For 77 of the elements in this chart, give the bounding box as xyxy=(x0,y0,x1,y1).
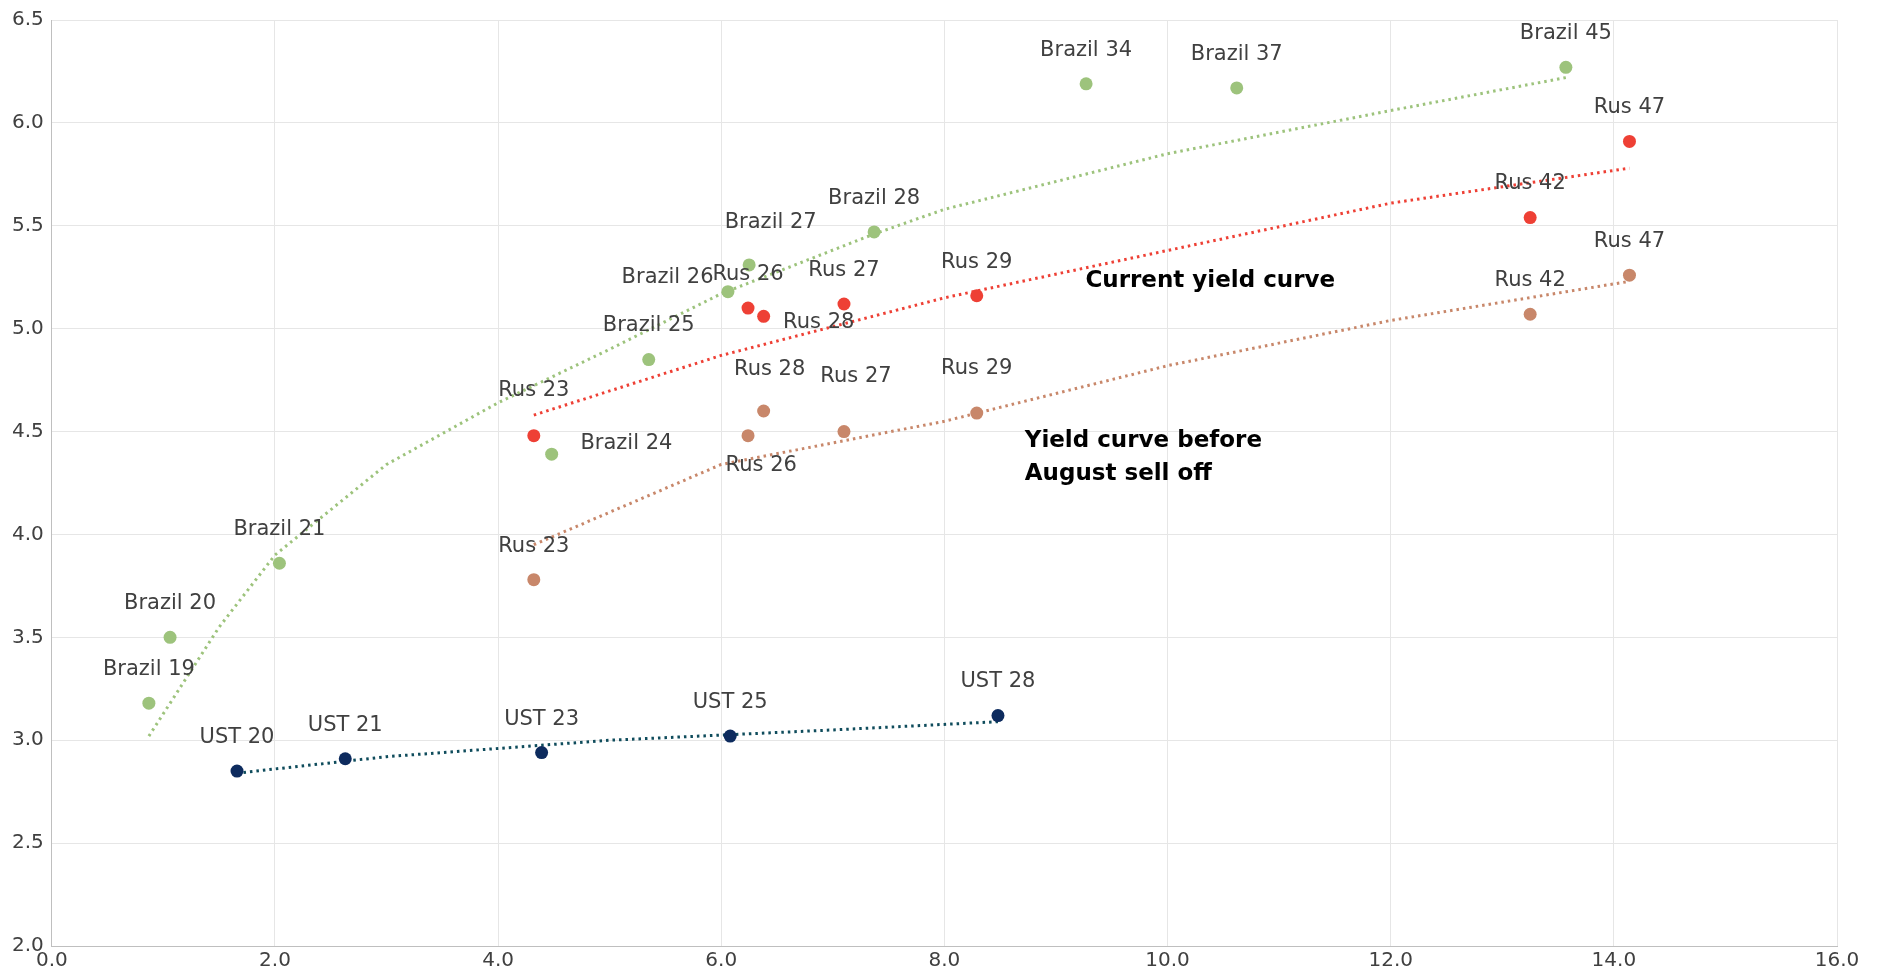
data-label: Rus 47 xyxy=(1593,94,1666,119)
y-tick-label: 3.5 xyxy=(11,623,44,648)
point xyxy=(272,556,286,570)
point xyxy=(527,573,541,587)
y-tick-label: 4.0 xyxy=(11,520,44,545)
data-label: Rus 23 xyxy=(498,376,570,401)
data-label: Brazil 34 xyxy=(1040,36,1133,61)
annotation: Current yield curve xyxy=(1085,266,1336,293)
point xyxy=(867,225,881,239)
x-tick-label: 14.0 xyxy=(1591,947,1637,972)
data-label: Rus 28 xyxy=(733,355,806,380)
point xyxy=(991,709,1005,723)
x-tick-label: 4.0 xyxy=(482,947,515,972)
point xyxy=(545,447,559,461)
point xyxy=(535,746,549,760)
x-tick-label: 2.0 xyxy=(259,947,291,972)
data-label: Brazil 27 xyxy=(724,209,817,234)
point xyxy=(1559,60,1573,74)
point xyxy=(642,353,656,367)
y-tick-label: 6.5 xyxy=(11,6,44,31)
point xyxy=(230,764,244,778)
data-label: Rus 29 xyxy=(941,248,1013,273)
data-label: UST 21 xyxy=(307,711,383,736)
point xyxy=(721,285,735,299)
y-tick-label: 3.0 xyxy=(11,726,44,751)
y-tick-label: 4.5 xyxy=(11,417,44,442)
data-label: Brazil 19 xyxy=(102,656,195,681)
data-label: Rus 29 xyxy=(941,355,1013,380)
point xyxy=(1230,81,1244,95)
data-label: UST 25 xyxy=(692,689,768,714)
point xyxy=(741,301,755,315)
point xyxy=(741,429,755,443)
data-label: Brazil 24 xyxy=(580,429,673,454)
point xyxy=(163,630,177,644)
data-label: Rus 42 xyxy=(1494,267,1566,292)
data-label: Brazil 21 xyxy=(233,516,326,541)
annotation: Yield curve before August sell off xyxy=(1023,426,1262,486)
data-label: Brazil 45 xyxy=(1519,20,1612,45)
data-label: Brazil 25 xyxy=(602,312,695,337)
point xyxy=(1523,211,1537,225)
point xyxy=(1622,134,1636,148)
point xyxy=(1622,268,1636,282)
point xyxy=(757,309,771,323)
data-label: Brazil 28 xyxy=(828,184,921,209)
data-label: Brazil 37 xyxy=(1190,40,1283,65)
y-tick-label: 6.0 xyxy=(11,109,44,134)
point xyxy=(338,752,352,766)
point xyxy=(970,406,984,420)
data-label: Brazil 26 xyxy=(621,263,714,288)
data-label: UST 23 xyxy=(504,705,580,730)
point xyxy=(757,404,771,418)
x-tick-label: 6.0 xyxy=(705,947,738,972)
data-label: Rus 47 xyxy=(1593,228,1666,253)
point xyxy=(837,297,851,311)
point xyxy=(1523,307,1537,321)
data-label: UST 28 xyxy=(960,668,1036,693)
data-label: Rus 26 xyxy=(725,452,797,477)
x-tick-label: 12.0 xyxy=(1368,947,1413,972)
data-label: Brazil 20 xyxy=(124,590,217,615)
x-tick-label: 10.0 xyxy=(1145,947,1190,972)
point xyxy=(142,696,156,710)
x-tick-label: 8.0 xyxy=(928,947,961,972)
y-tick-label: 5.5 xyxy=(11,211,44,236)
data-label: Rus 42 xyxy=(1494,170,1566,195)
point xyxy=(723,729,737,743)
point xyxy=(970,289,984,303)
point xyxy=(837,425,851,439)
data-label: Rus 27 xyxy=(820,362,892,387)
point xyxy=(1079,77,1093,91)
x-tick-label: 16.0 xyxy=(1814,947,1860,972)
data-label: UST 20 xyxy=(199,724,275,749)
point xyxy=(527,429,541,443)
data-label: Rus 28 xyxy=(783,308,855,333)
data-label: Rus 27 xyxy=(808,256,880,281)
y-tick-label: 2.5 xyxy=(11,829,44,854)
y-tick-label: 5.0 xyxy=(11,314,44,339)
data-label: Rus 23 xyxy=(498,532,570,557)
